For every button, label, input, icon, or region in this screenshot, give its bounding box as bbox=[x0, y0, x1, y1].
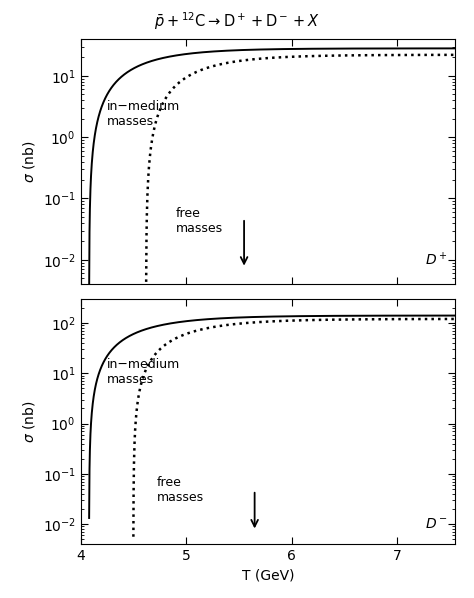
X-axis label: T (GeV): T (GeV) bbox=[242, 569, 294, 582]
Text: free
masses: free masses bbox=[156, 476, 204, 504]
Y-axis label: $\sigma$ (nb): $\sigma$ (nb) bbox=[21, 400, 37, 443]
Text: in−medium
masses: in−medium masses bbox=[107, 358, 180, 386]
Text: $\bar{p}+{}^{12}\mathrm{C}\rightarrow\mathrm{D}^++\mathrm{D}^-+X$: $\bar{p}+{}^{12}\mathrm{C}\rightarrow\ma… bbox=[154, 10, 320, 32]
Text: free
masses: free masses bbox=[175, 208, 223, 236]
Text: in−medium
masses: in−medium masses bbox=[107, 100, 180, 128]
Text: $D^+$: $D^+$ bbox=[425, 251, 447, 269]
Text: $D^-$: $D^-$ bbox=[425, 517, 447, 532]
Y-axis label: $\sigma$ (nb): $\sigma$ (nb) bbox=[21, 141, 37, 183]
